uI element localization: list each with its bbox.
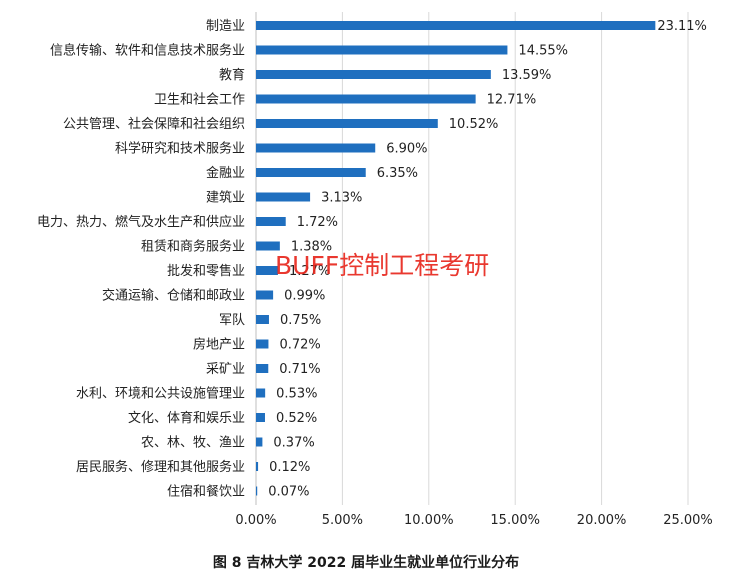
bar (256, 437, 263, 447)
x-axis-ticks: 0.00% 5.00% 10.00% 15.00% 20.00% 25.00% (235, 513, 712, 528)
bar (256, 217, 286, 226)
data-label: 0.07% (268, 485, 309, 500)
grid-layer (255, 12, 689, 505)
category-label: 建筑业 (206, 190, 245, 206)
x-tick-label: 5.00% (322, 513, 363, 528)
category-label: 居民服务、修理和其他服务业 (76, 459, 245, 475)
data-label: 0.52% (276, 411, 317, 426)
bar (256, 315, 269, 324)
bar (256, 192, 311, 202)
category-label: 公共管理、社会保障和社会组织 (63, 116, 245, 132)
data-label: 14.55% (518, 44, 568, 59)
data-label: 1.38% (291, 240, 332, 255)
value-labels: 23.11% 14.55% 13.59% 12.71% 10.52% 6.90% 6.35%… (268, 19, 707, 500)
category-label: 住宿和餐饮业 (167, 484, 245, 500)
data-label: 0.99% (284, 289, 325, 304)
bar (256, 413, 265, 422)
data-label: 6.90% (386, 142, 427, 157)
bar-layer (256, 21, 656, 496)
data-label: 10.52% (449, 117, 499, 132)
bar (256, 119, 438, 128)
data-label: 0.12% (269, 460, 310, 475)
data-label: 0.75% (280, 313, 321, 328)
bar (256, 388, 266, 398)
category-label: 金融业 (206, 165, 245, 181)
data-label: 12.71% (487, 93, 537, 108)
bar (256, 339, 269, 349)
category-label: 文化、体育和娱乐业 (128, 410, 245, 426)
category-label: 科学研究和技术服务业 (115, 141, 245, 157)
category-label: 水利、环境和公共设施管理业 (76, 387, 245, 402)
category-label: 军队 (219, 313, 245, 328)
data-label: 3.13% (321, 191, 362, 206)
category-label: 交通运输、仓储和邮政业 (102, 288, 245, 304)
bar-chart: 制造业信息传输、软件和信息技术服务业教育卫生和社会工作公共管理、社会保障和社会组… (37, 12, 713, 528)
bar (256, 70, 491, 79)
category-label: 房地产业 (193, 337, 245, 353)
bar (256, 168, 366, 177)
bar (256, 364, 269, 373)
data-label: 13.59% (502, 68, 552, 83)
bar (256, 266, 278, 275)
chart-title: 图 8 吉林大学 2022 届毕业生就业单位行业分布 (212, 555, 520, 571)
category-labels: 制造业信息传输、软件和信息技术服务业教育卫生和社会工作公共管理、社会保障和社会组… (37, 19, 245, 500)
x-tick-label: 20.00% (577, 513, 627, 528)
bar (256, 462, 259, 471)
watermark-text: BUFF控制工程考研 (275, 251, 490, 280)
x-tick-label: 15.00% (490, 513, 540, 528)
data-label: 1.27% (289, 264, 330, 279)
bar (256, 143, 376, 153)
category-label: 农、林、牧、渔业 (141, 436, 245, 451)
category-label: 教育 (219, 67, 245, 83)
category-label: 租赁和商务服务业 (141, 239, 245, 255)
data-label: 0.37% (273, 436, 314, 451)
bar (256, 45, 508, 55)
category-label: 信息传输、软件和信息技术服务业 (50, 43, 245, 59)
data-label: 0.72% (279, 338, 320, 353)
bar (256, 486, 258, 496)
bar (256, 21, 656, 30)
bar (256, 241, 280, 251)
data-label: 1.72% (297, 215, 338, 230)
x-tick-label: 10.00% (404, 513, 454, 528)
category-label: 采矿业 (206, 362, 245, 377)
x-tick-label: 25.00% (663, 513, 713, 528)
data-label: 0.53% (276, 387, 317, 402)
bar (256, 290, 274, 300)
data-label: 6.35% (377, 166, 418, 181)
category-label: 批发和零售业 (167, 263, 245, 279)
data-label: 0.71% (279, 362, 320, 377)
category-label: 电力、热力、燃气及水生产和供应业 (37, 214, 245, 230)
data-label: 23.11% (657, 19, 707, 34)
category-label: 制造业 (206, 19, 245, 34)
x-tick-label: 0.00% (235, 513, 276, 528)
category-label: 卫生和社会工作 (154, 92, 245, 108)
bar (256, 94, 476, 104)
